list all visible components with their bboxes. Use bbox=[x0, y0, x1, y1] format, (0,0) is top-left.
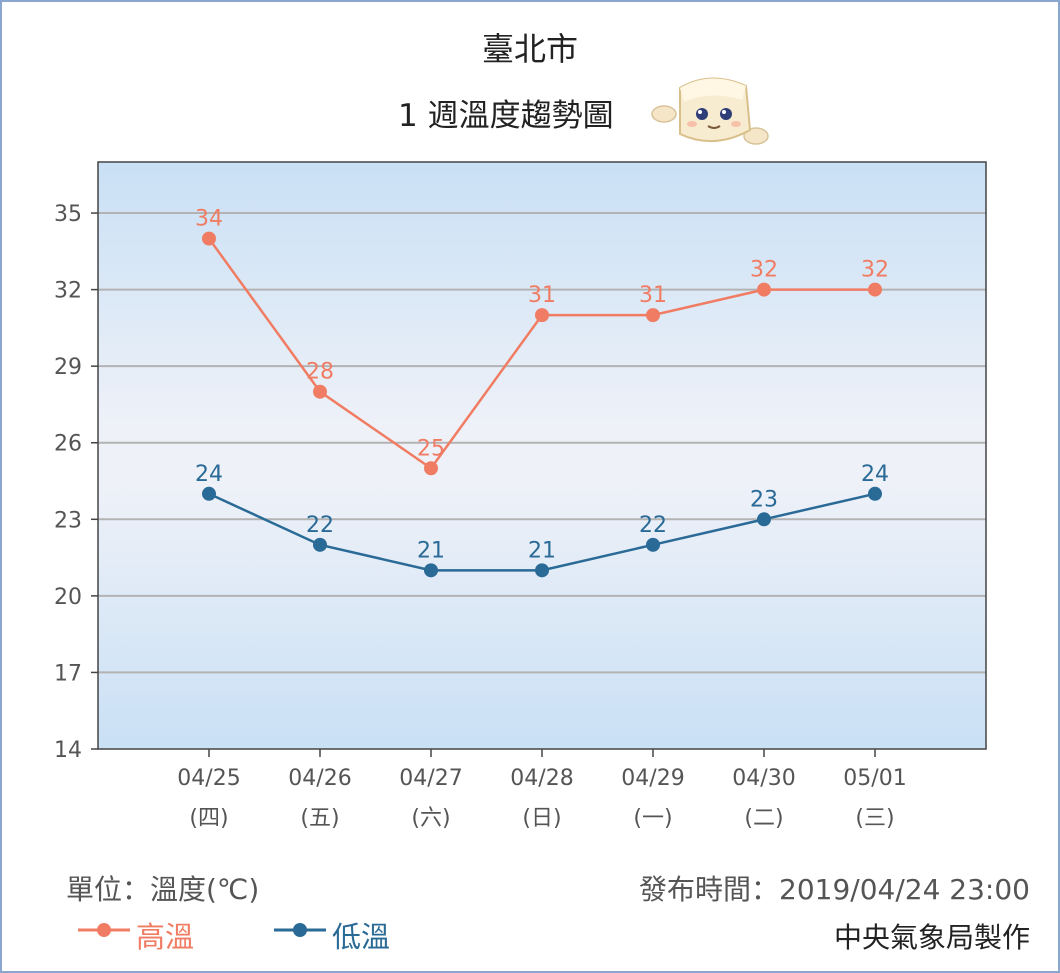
x-tick-label: 05/01 bbox=[843, 766, 906, 791]
data-label: 24 bbox=[195, 462, 223, 487]
data-label: 21 bbox=[528, 538, 556, 563]
data-point bbox=[868, 282, 882, 297]
data-point bbox=[868, 486, 882, 501]
chart-title-city: 臺北市 bbox=[481, 30, 578, 68]
data-point bbox=[424, 461, 438, 476]
data-label: 22 bbox=[306, 513, 334, 538]
x-tick-label: 04/29 bbox=[621, 766, 684, 791]
y-tick-label: 32 bbox=[54, 279, 82, 304]
legend-low-marker-icon bbox=[274, 923, 326, 937]
data-label: 21 bbox=[417, 538, 445, 563]
x-weekday-label: (六) bbox=[411, 806, 450, 831]
y-tick-label: 14 bbox=[54, 738, 82, 763]
x-axis: 04/25 (四) 04/26 (五) 04/27 (六) 04/28 (日) 04/29 (一)… bbox=[177, 749, 907, 831]
data-label: 32 bbox=[750, 258, 778, 283]
publish-time: 發布時間：2019/04/24 23:00 bbox=[639, 873, 1030, 906]
x-weekday-label: (五) bbox=[300, 806, 339, 831]
gridlines bbox=[98, 212, 986, 674]
y-tick-label: 26 bbox=[54, 432, 82, 457]
y-axis: 14 17 20 23 26 29 32 35 bbox=[54, 202, 98, 763]
data-point bbox=[424, 563, 438, 578]
data-point bbox=[646, 308, 660, 323]
data-label: 32 bbox=[861, 258, 889, 283]
legend-high-marker-icon bbox=[78, 923, 130, 937]
data-point bbox=[646, 537, 660, 552]
series-lines: 34 28 25 31 31 32 32 24 22 21 21 22 23 24 bbox=[195, 207, 889, 578]
data-label: 31 bbox=[639, 283, 667, 308]
y-tick-label: 29 bbox=[54, 355, 82, 380]
data-point bbox=[313, 384, 327, 399]
data-label: 23 bbox=[750, 487, 778, 512]
data-label: 25 bbox=[417, 436, 445, 461]
data-point bbox=[202, 486, 216, 501]
plot-area bbox=[98, 162, 986, 749]
legend-low-label: 低溫 bbox=[332, 920, 391, 954]
x-tick-label: 04/26 bbox=[288, 766, 351, 791]
y-tick-label: 35 bbox=[54, 202, 82, 227]
mascot-icon bbox=[651, 77, 769, 145]
plot-border bbox=[97, 161, 987, 750]
legend-high-label: 高溫 bbox=[136, 920, 195, 954]
data-point bbox=[202, 231, 216, 246]
data-label: 31 bbox=[528, 283, 556, 308]
x-weekday-label: (日) bbox=[522, 806, 561, 831]
x-tick-label: 04/25 bbox=[177, 766, 240, 791]
data-point bbox=[535, 563, 549, 578]
data-point bbox=[757, 512, 771, 527]
x-tick-label: 04/30 bbox=[732, 766, 795, 791]
maker-credit: 中央氣象局製作 bbox=[833, 921, 1030, 954]
data-label: 22 bbox=[639, 513, 667, 538]
y-tick-label: 17 bbox=[54, 661, 82, 686]
x-weekday-label: (一) bbox=[633, 806, 672, 831]
x-weekday-label: (四) bbox=[189, 806, 228, 831]
x-weekday-label: (二) bbox=[744, 806, 783, 831]
data-point bbox=[313, 537, 327, 552]
data-point bbox=[757, 282, 771, 297]
chart-subtitle: 1 週溫度趨勢圖 bbox=[398, 98, 614, 134]
x-weekday-label: (三) bbox=[855, 806, 894, 831]
unit-label: 單位：溫度(℃) bbox=[66, 873, 260, 906]
data-label: 24 bbox=[861, 462, 889, 487]
data-label: 34 bbox=[195, 207, 223, 232]
data-point bbox=[535, 308, 549, 323]
x-tick-label: 04/28 bbox=[510, 766, 573, 791]
y-tick-label: 20 bbox=[54, 585, 82, 610]
temperature-chart: 14 17 20 23 26 29 32 35 04/25 (四) 04/26 (五) 04/27 (六… bbox=[54, 161, 987, 831]
data-label: 28 bbox=[306, 360, 334, 385]
y-tick-label: 23 bbox=[54, 508, 82, 533]
x-tick-label: 04/27 bbox=[399, 766, 462, 791]
